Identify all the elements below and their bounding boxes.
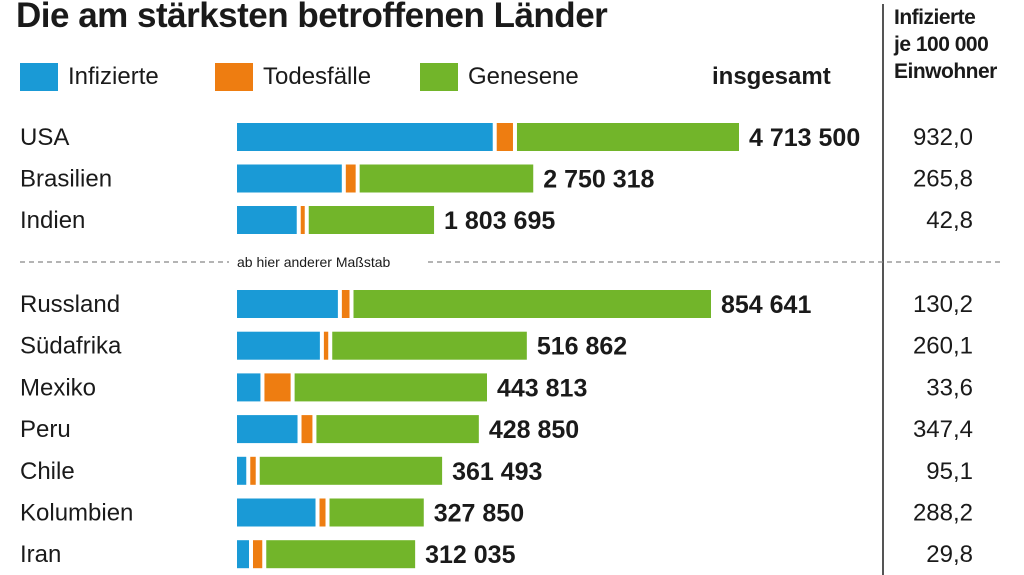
per100k-value-label: 288,2 xyxy=(913,500,973,527)
bar-row-chile: Chile 361 493 95,1 xyxy=(20,456,973,486)
per100k-value-label: 29,8 xyxy=(926,541,973,568)
bar-recovered xyxy=(294,373,487,402)
country-label: Peru xyxy=(20,416,71,443)
bar-deaths xyxy=(252,540,263,569)
per100k-column-header: Infizierte je 100 000 Einwohner xyxy=(894,4,1016,85)
total-value-label: 516 862 xyxy=(537,333,627,361)
bar-infected xyxy=(237,456,247,485)
bar-row-indien: Indien 1 803 695 42,8 xyxy=(20,206,973,235)
bar-recovered xyxy=(308,206,435,234)
bar-row-russland: Russland 854 641 130,2 xyxy=(20,290,973,319)
country-label: Mexiko xyxy=(20,374,96,401)
bar-infected xyxy=(237,164,342,193)
bar-infected xyxy=(237,373,261,402)
bar-infected xyxy=(237,540,249,569)
bar-infected xyxy=(237,498,316,527)
per100k-value-label: 42,8 xyxy=(926,207,973,234)
country-label: Iran xyxy=(20,541,61,568)
bar-recovered xyxy=(316,415,479,444)
bar-deaths xyxy=(264,373,291,402)
total-value-label: 312 035 xyxy=(425,541,515,569)
total-value-label: 361 493 xyxy=(452,458,542,486)
bar-recovered xyxy=(359,164,534,193)
per100k-header-line-2: je 100 000 xyxy=(894,33,989,56)
per100k-value-label: 130,2 xyxy=(913,291,973,318)
bar-recovered xyxy=(332,331,527,360)
bar-row-usa: USA 4 713 500 932,0 xyxy=(20,123,973,152)
bar-infected xyxy=(237,123,493,151)
legend-label-deaths: Todesfälle xyxy=(263,63,372,90)
bar-deaths xyxy=(345,164,356,193)
country-label: Indien xyxy=(20,207,85,234)
bar-recovered xyxy=(329,498,424,527)
legend-swatch-infected xyxy=(20,63,58,91)
country-label: Chile xyxy=(20,458,75,485)
total-value-label: 854 641 xyxy=(721,291,811,319)
per100k-value-label: 932,0 xyxy=(913,124,973,151)
total-value-label: 1 803 695 xyxy=(444,207,555,235)
legend-item-recovered: Genesene xyxy=(420,59,579,95)
per100k-value-label: 347,4 xyxy=(913,416,973,443)
country-label: USA xyxy=(20,124,69,151)
legend-label-infected: Infizierte xyxy=(68,63,159,90)
bar-deaths xyxy=(250,456,256,485)
bar-deaths xyxy=(301,415,313,444)
per100k-value-label: 33,6 xyxy=(926,374,973,401)
bar-deaths xyxy=(323,331,329,360)
country-label: Kolumbien xyxy=(20,500,133,527)
column-divider xyxy=(882,4,884,575)
per100k-value-label: 95,1 xyxy=(926,458,973,485)
bar-infected xyxy=(237,331,320,360)
bar-row-kolumbien: Kolumbien 327 850 288,2 xyxy=(20,498,973,528)
chart-title: Die am stärksten betroffenen Länder xyxy=(16,0,608,35)
per100k-header-line-1: Infizierte xyxy=(894,6,976,29)
scale-note: ab hier anderer Maßstab xyxy=(237,254,391,270)
bar-deaths xyxy=(496,123,513,151)
legend-swatch-recovered xyxy=(420,63,458,91)
total-value-label: 4 713 500 xyxy=(749,124,860,152)
total-value-label: 443 813 xyxy=(497,374,587,402)
legend-item-deaths: Todesfälle xyxy=(215,59,371,95)
legend-label-recovered: Genesene xyxy=(468,63,579,90)
total-value-label: 327 850 xyxy=(434,500,524,528)
per100k-header-line-3: Einwohner xyxy=(894,60,997,83)
total-value-label: 428 850 xyxy=(489,416,579,444)
per100k-value-label: 260,1 xyxy=(913,333,973,360)
bar-deaths xyxy=(300,206,305,234)
bar-recovered xyxy=(516,123,739,151)
country-label: Brasilien xyxy=(20,166,112,193)
legend-item-infected: Infizierte xyxy=(20,59,159,95)
legend: Infizierte Todesfälle Genesene xyxy=(0,59,880,95)
bar-recovered xyxy=(353,290,711,318)
bar-row-südafrika: Südafrika 516 862 260,1 xyxy=(20,331,973,361)
bar-row-peru: Peru 428 850 347,4 xyxy=(20,415,973,444)
bar-deaths xyxy=(341,290,350,318)
per100k-value-label: 265,8 xyxy=(913,166,973,193)
bar-recovered xyxy=(266,540,416,569)
country-label: Südafrika xyxy=(20,333,122,360)
bar-recovered xyxy=(259,456,443,485)
country-label: Russland xyxy=(20,291,120,318)
bar-row-brasilien: Brasilien 2 750 318 265,8 xyxy=(20,164,973,194)
bar-row-mexiko: Mexiko 443 813 33,6 xyxy=(20,373,973,402)
bar-infected xyxy=(237,415,298,444)
total-value-label: 2 750 318 xyxy=(543,166,654,194)
total-column-header: insgesamt xyxy=(712,63,831,90)
bar-infected xyxy=(237,206,297,234)
bar-deaths xyxy=(319,498,326,527)
legend-swatch-deaths xyxy=(215,63,253,91)
bar-row-iran: Iran 312 035 29,8 xyxy=(20,540,973,569)
bar-infected xyxy=(237,290,338,318)
